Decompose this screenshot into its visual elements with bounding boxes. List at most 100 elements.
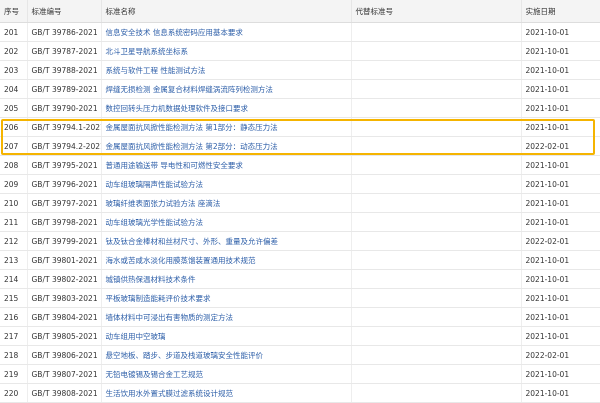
replaced-standard bbox=[351, 60, 522, 80]
effective-date: 2022-02-01 bbox=[521, 345, 600, 365]
effective-date: 2021-10-01 bbox=[521, 212, 600, 232]
replaced-standard bbox=[351, 288, 522, 308]
standard-code: GB/T 39796-2021 bbox=[27, 174, 102, 194]
table-row: 213 GB/T 39801-2021 海水或苦咸水淡化用膜蒸馏装置通用技术规范 20… bbox=[0, 250, 600, 270]
effective-date: 2021-10-01 bbox=[521, 22, 600, 42]
table-row: 212 GB/T 39799-2021 钛及钛合金棒材和丝材尺寸、外形、重量及允许偏… bbox=[0, 231, 600, 251]
replaced-standard bbox=[351, 364, 522, 384]
replaced-standard bbox=[351, 307, 522, 327]
effective-date: 2021-10-01 bbox=[521, 41, 600, 61]
standard-code: GB/T 39805-2021 bbox=[27, 326, 102, 346]
standard-name[interactable]: 钛及钛合金棒材和丝材尺寸、外形、重量及允许偏差 bbox=[101, 231, 352, 251]
standard-code: GB/T 39787-2021 bbox=[27, 41, 102, 61]
standard-code: GB/T 39798-2021 bbox=[27, 212, 102, 232]
replaced-standard bbox=[351, 383, 522, 403]
effective-date: 2021-10-01 bbox=[521, 250, 600, 270]
table-row: 206 GB/T 39794.1-2021 金属屋面抗风掀性能检测方法 第1部分：静… bbox=[0, 117, 600, 137]
standard-code: GB/T 39797-2021 bbox=[27, 193, 102, 213]
replaced-standard bbox=[351, 41, 522, 61]
header-cell: 标准名称 bbox=[101, 0, 352, 23]
table-row: 210 GB/T 39797-2021 玻璃纤维表面张力试验方法 座滴法 2021-1… bbox=[0, 193, 600, 213]
standard-name[interactable]: 焊缝无损检测 金属复合材料焊缝涡流阵列检测方法 bbox=[101, 79, 352, 99]
standard-name[interactable]: 金属屋面抗风掀性能检测方法 第2部分：动态压力法 bbox=[101, 136, 352, 156]
header-row: 序号 标准编号 标准名称 代替标准号 实施日期 bbox=[0, 0, 600, 23]
replaced-standard bbox=[351, 98, 522, 118]
row-number: 206 bbox=[0, 117, 28, 137]
row-number: 205 bbox=[0, 98, 28, 118]
standard-name[interactable]: 海水或苦咸水淡化用膜蒸馏装置通用技术规范 bbox=[101, 250, 352, 270]
standard-name[interactable]: 金属屋面抗风掀性能检测方法 第1部分：静态压力法 bbox=[101, 117, 352, 137]
standard-name[interactable]: 平板玻璃制造能耗评价技术要求 bbox=[101, 288, 352, 308]
replaced-standard bbox=[351, 117, 522, 137]
table-row: 201 GB/T 39786-2021 信息安全技术 信息系统密码应用基本要求 202… bbox=[0, 22, 600, 42]
row-number: 208 bbox=[0, 155, 28, 175]
row-number: 204 bbox=[0, 79, 28, 99]
effective-date: 2021-10-01 bbox=[521, 288, 600, 308]
effective-date: 2021-10-01 bbox=[521, 60, 600, 80]
effective-date: 2021-10-01 bbox=[521, 174, 600, 194]
replaced-standard bbox=[351, 22, 522, 42]
table-row: 219 GB/T 39807-2021 无铅电镀锡及锡合金工艺规范 2021-10-0… bbox=[0, 364, 600, 384]
row-number: 213 bbox=[0, 250, 28, 270]
table-row: 218 GB/T 39806-2021 悬空地板、踏步、步道及栈道玻璃安全性能评价 2… bbox=[0, 345, 600, 365]
effective-date: 2021-10-01 bbox=[521, 155, 600, 175]
standard-code: GB/T 39802-2021 bbox=[27, 269, 102, 289]
effective-date: 2021-10-01 bbox=[521, 98, 600, 118]
row-number: 216 bbox=[0, 307, 28, 327]
standard-code: GB/T 39788-2021 bbox=[27, 60, 102, 80]
standard-name[interactable]: 城镇供热保温材料技术条件 bbox=[101, 269, 352, 289]
standard-code: GB/T 39801-2021 bbox=[27, 250, 102, 270]
row-number: 214 bbox=[0, 269, 28, 289]
standard-code: GB/T 39786-2021 bbox=[27, 22, 102, 42]
row-number: 207 bbox=[0, 136, 28, 156]
effective-date: 2021-10-01 bbox=[521, 383, 600, 403]
replaced-standard bbox=[351, 212, 522, 232]
table-row: 203 GB/T 39788-2021 系统与软件工程 性能测试方法 2021-10-… bbox=[0, 60, 600, 80]
replaced-standard bbox=[351, 231, 522, 251]
standard-code: GB/T 39795-2021 bbox=[27, 155, 102, 175]
table-body: 201 GB/T 39786-2021 信息安全技术 信息系统密码应用基本要求 202… bbox=[0, 22, 600, 403]
effective-date: 2021-10-01 bbox=[521, 364, 600, 384]
row-number: 211 bbox=[0, 212, 28, 232]
standard-code: GB/T 39804-2021 bbox=[27, 307, 102, 327]
standard-name[interactable]: 动车组玻璃光学性能试验方法 bbox=[101, 212, 352, 232]
standard-code: GB/T 39803-2021 bbox=[27, 288, 102, 308]
standard-code: GB/T 39807-2021 bbox=[27, 364, 102, 384]
standard-name[interactable]: 生活饮用水外置式膜过滤系统设计规范 bbox=[101, 383, 352, 403]
row-number: 219 bbox=[0, 364, 28, 384]
standard-name[interactable]: 墙体材料中可浸出有害物质的测定方法 bbox=[101, 307, 352, 327]
standard-name[interactable]: 数控回转头压力机数据处理软件及接口要求 bbox=[101, 98, 352, 118]
standard-name[interactable]: 信息安全技术 信息系统密码应用基本要求 bbox=[101, 22, 352, 42]
header-cell: 序号 bbox=[0, 0, 28, 23]
standard-code: GB/T 39794.2-2021 bbox=[27, 136, 102, 156]
table-row: 208 GB/T 39795-2021 普通用途输送带 导电性和可燃性安全要求 202… bbox=[0, 155, 600, 175]
standard-name[interactable]: 动车组用中空玻璃 bbox=[101, 326, 352, 346]
replaced-standard bbox=[351, 269, 522, 289]
table-row: 205 GB/T 39790-2021 数控回转头压力机数据处理软件及接口要求 202… bbox=[0, 98, 600, 118]
standard-name[interactable]: 系统与软件工程 性能测试方法 bbox=[101, 60, 352, 80]
standard-name[interactable]: 普通用途输送带 导电性和可燃性安全要求 bbox=[101, 155, 352, 175]
table-row: 202 GB/T 39787-2021 北斗卫星导航系统坐标系 2021-10-01 bbox=[0, 41, 600, 61]
replaced-standard bbox=[351, 250, 522, 270]
effective-date: 2021-10-01 bbox=[521, 79, 600, 99]
effective-date: 2021-10-01 bbox=[521, 269, 600, 289]
row-number: 212 bbox=[0, 231, 28, 251]
standard-name[interactable]: 玻璃纤维表面张力试验方法 座滴法 bbox=[101, 193, 352, 213]
replaced-standard bbox=[351, 345, 522, 365]
row-number: 218 bbox=[0, 345, 28, 365]
standard-name[interactable]: 北斗卫星导航系统坐标系 bbox=[101, 41, 352, 61]
replaced-standard bbox=[351, 155, 522, 175]
standard-name[interactable]: 动车组玻璃隔声性能试验方法 bbox=[101, 174, 352, 194]
standard-name[interactable]: 无铅电镀锡及锡合金工艺规范 bbox=[101, 364, 352, 384]
standard-name[interactable]: 悬空地板、踏步、步道及栈道玻璃安全性能评价 bbox=[101, 345, 352, 365]
table-row: 207 GB/T 39794.2-2021 金属屋面抗风掀性能检测方法 第2部分：动… bbox=[0, 136, 600, 156]
row-number: 209 bbox=[0, 174, 28, 194]
row-number: 203 bbox=[0, 60, 28, 80]
standard-code: GB/T 39806-2021 bbox=[27, 345, 102, 365]
replaced-standard bbox=[351, 136, 522, 156]
effective-date: 2021-10-01 bbox=[521, 326, 600, 346]
row-number: 201 bbox=[0, 22, 28, 42]
effective-date: 2021-10-01 bbox=[521, 193, 600, 213]
